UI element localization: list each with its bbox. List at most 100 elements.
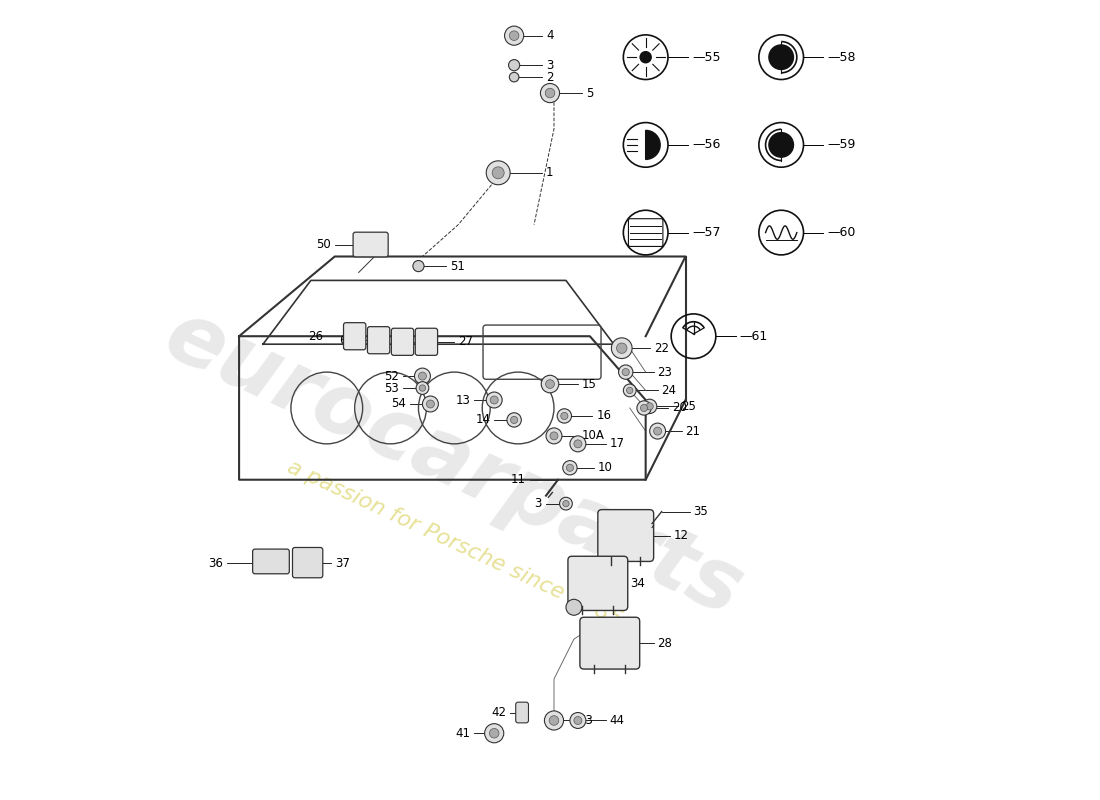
Circle shape xyxy=(422,396,439,412)
FancyBboxPatch shape xyxy=(343,322,366,350)
Text: 9: 9 xyxy=(427,335,433,348)
Text: 15: 15 xyxy=(582,378,597,390)
Circle shape xyxy=(485,724,504,743)
Text: 29: 29 xyxy=(606,601,620,614)
Circle shape xyxy=(509,31,519,41)
Text: —60: —60 xyxy=(827,226,856,239)
Circle shape xyxy=(416,382,429,394)
Text: —57: —57 xyxy=(692,226,720,239)
Text: 13: 13 xyxy=(455,394,471,406)
Text: 10A: 10A xyxy=(582,430,605,442)
FancyBboxPatch shape xyxy=(367,326,389,354)
FancyBboxPatch shape xyxy=(392,328,414,355)
Text: 12: 12 xyxy=(673,529,689,542)
Circle shape xyxy=(550,432,558,440)
Circle shape xyxy=(490,729,499,738)
Text: 21: 21 xyxy=(685,425,701,438)
Circle shape xyxy=(510,416,518,423)
FancyBboxPatch shape xyxy=(353,232,388,257)
Text: 1: 1 xyxy=(546,166,553,179)
Circle shape xyxy=(541,375,559,393)
Circle shape xyxy=(769,133,793,157)
Circle shape xyxy=(653,427,661,435)
Circle shape xyxy=(508,59,519,70)
Text: —55: —55 xyxy=(692,50,720,64)
FancyBboxPatch shape xyxy=(580,618,640,669)
Text: 22: 22 xyxy=(653,342,669,354)
Circle shape xyxy=(427,400,434,408)
Circle shape xyxy=(570,436,586,452)
Text: 5: 5 xyxy=(586,86,593,99)
Text: 3: 3 xyxy=(546,58,553,72)
Text: —59: —59 xyxy=(827,138,856,151)
Circle shape xyxy=(544,711,563,730)
Text: —58: —58 xyxy=(827,50,856,64)
Text: 16: 16 xyxy=(596,410,612,422)
FancyBboxPatch shape xyxy=(253,549,289,574)
Wedge shape xyxy=(646,130,660,159)
Circle shape xyxy=(507,413,521,427)
Text: 14: 14 xyxy=(475,414,491,426)
Circle shape xyxy=(563,461,578,475)
Text: 41: 41 xyxy=(455,726,471,740)
Text: 10: 10 xyxy=(597,462,613,474)
Text: a passion for Porsche since 1985: a passion for Porsche since 1985 xyxy=(284,457,625,630)
Circle shape xyxy=(546,380,554,389)
Text: 51: 51 xyxy=(450,259,465,273)
Circle shape xyxy=(505,26,524,46)
Text: 43: 43 xyxy=(578,714,593,727)
Text: 25: 25 xyxy=(682,400,696,413)
Text: 34: 34 xyxy=(629,577,645,590)
Text: 4: 4 xyxy=(546,29,553,42)
Circle shape xyxy=(565,599,582,615)
Text: 2: 2 xyxy=(546,70,553,84)
Circle shape xyxy=(419,385,426,391)
Circle shape xyxy=(491,396,498,404)
FancyBboxPatch shape xyxy=(597,510,653,562)
Text: —61: —61 xyxy=(739,330,768,342)
Text: 24: 24 xyxy=(661,384,676,397)
Circle shape xyxy=(561,412,568,419)
Circle shape xyxy=(570,713,586,729)
Text: 6: 6 xyxy=(339,334,346,346)
Circle shape xyxy=(418,372,427,380)
FancyBboxPatch shape xyxy=(568,556,628,610)
FancyBboxPatch shape xyxy=(516,702,528,723)
Text: 17: 17 xyxy=(609,438,625,450)
Circle shape xyxy=(618,365,632,379)
Circle shape xyxy=(623,369,629,376)
Circle shape xyxy=(486,161,510,185)
Circle shape xyxy=(546,88,554,98)
FancyBboxPatch shape xyxy=(416,328,438,355)
Circle shape xyxy=(574,440,582,448)
Text: —56: —56 xyxy=(692,138,720,151)
Text: 54: 54 xyxy=(392,398,407,410)
Text: 42: 42 xyxy=(492,706,506,719)
Circle shape xyxy=(650,423,666,439)
Text: 28: 28 xyxy=(658,637,672,650)
Circle shape xyxy=(563,501,569,507)
Circle shape xyxy=(566,464,573,471)
Text: 23: 23 xyxy=(658,366,672,378)
Circle shape xyxy=(769,45,793,70)
Circle shape xyxy=(646,402,653,410)
Text: 3: 3 xyxy=(535,497,542,510)
Circle shape xyxy=(637,401,651,415)
Circle shape xyxy=(639,51,652,63)
Text: 50: 50 xyxy=(316,238,331,251)
Circle shape xyxy=(412,261,424,272)
Text: 44: 44 xyxy=(609,714,625,727)
Circle shape xyxy=(509,72,519,82)
Text: 53: 53 xyxy=(384,382,398,394)
Text: 52: 52 xyxy=(384,370,398,382)
Text: 26: 26 xyxy=(308,330,322,342)
Text: 35: 35 xyxy=(693,505,708,518)
Circle shape xyxy=(549,716,559,726)
Text: 36: 36 xyxy=(208,557,223,570)
Text: eurocarparts: eurocarparts xyxy=(153,294,757,634)
Circle shape xyxy=(558,409,572,423)
Text: 27: 27 xyxy=(459,335,473,348)
Circle shape xyxy=(546,428,562,444)
Text: 20: 20 xyxy=(672,402,686,414)
Circle shape xyxy=(612,338,632,358)
